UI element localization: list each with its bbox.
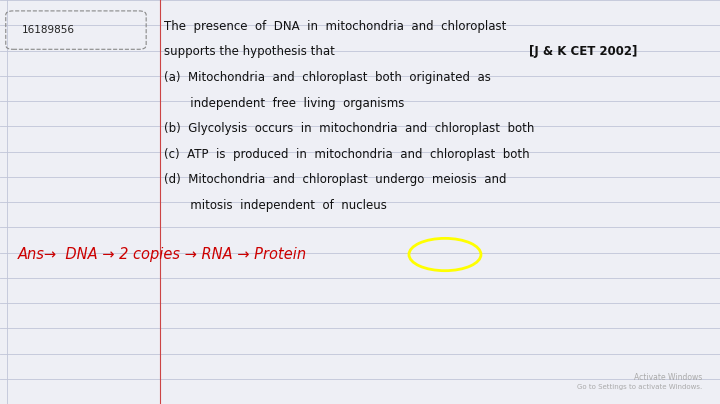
Text: Activate Windows: Activate Windows — [634, 373, 702, 382]
Text: (b)  Glycolysis  occurs  in  mitochondria  and  chloroplast  both: (b) Glycolysis occurs in mitochondria an… — [164, 122, 534, 135]
Text: (a)  Mitochondria  and  chloroplast  both  originated  as: (a) Mitochondria and chloroplast both or… — [164, 71, 491, 84]
Text: independent  free  living  organisms: independent free living organisms — [164, 97, 405, 109]
Text: supports the hypothesis that: supports the hypothesis that — [164, 45, 335, 58]
Text: 16189856: 16189856 — [22, 25, 75, 35]
Text: (c)  ATP  is  produced  in  mitochondria  and  chloroplast  both: (c) ATP is produced in mitochondria and … — [164, 148, 530, 161]
Text: Go to Settings to activate Windows.: Go to Settings to activate Windows. — [577, 384, 702, 390]
Text: Ans→  DNA → 2 copies → RNA → Protein: Ans→ DNA → 2 copies → RNA → Protein — [18, 247, 307, 262]
Text: (d)  Mitochondria  and  chloroplast  undergo  meiosis  and: (d) Mitochondria and chloroplast undergo… — [164, 173, 507, 186]
Text: The  presence  of  DNA  in  mitochondria  and  chloroplast: The presence of DNA in mitochondria and … — [164, 20, 507, 33]
Text: [J & K CET 2002]: [J & K CET 2002] — [529, 45, 638, 58]
Text: mitosis  independent  of  nucleus: mitosis independent of nucleus — [164, 199, 387, 212]
